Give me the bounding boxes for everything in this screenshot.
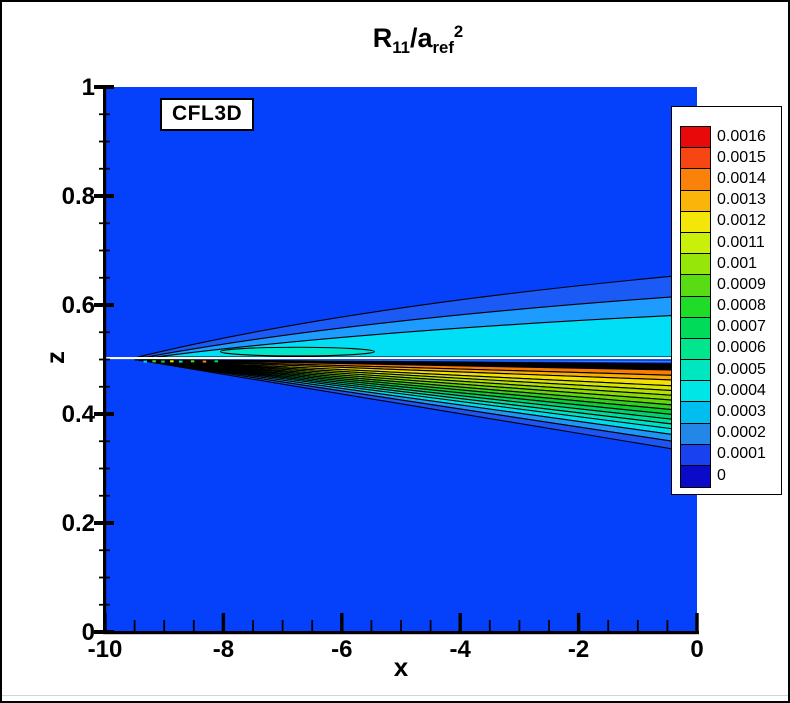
svg-text:0.8: 0.8 [62,183,95,210]
legend-swatch [681,338,710,361]
svg-text:0: 0 [690,636,703,663]
legend-entry-label: 0.0004 [717,381,766,399]
axis-lines [103,87,699,635]
legend-swatch [681,169,710,191]
svg-text:-6: -6 [331,636,352,663]
legend-entry-label: 0.0011 [717,233,765,251]
svg-text:-10: -10 [88,636,123,663]
svg-text:-2: -2 [568,636,589,663]
legend-entry-label: 0.0005 [717,360,766,378]
svg-text:0.2: 0.2 [62,510,95,537]
legend-entry-label: 0.0001 [717,445,766,463]
legend-swatch [681,211,710,233]
annotation-box: CFL3D [160,98,255,131]
legend-swatch [681,190,710,212]
legend-swatch [681,232,710,255]
legend-swatch [681,275,710,297]
legend-entry-label: 0.0006 [717,339,766,357]
window-bottom-divider [2,695,788,696]
y-axis-ticks [94,85,114,634]
legend-entry-label: 0.0016 [717,127,766,145]
inner-contour-ellipse [219,346,375,357]
contour-legend: 0.0016 0.0015 0.0014 0.0013 0.0012 0.0011 0.00… [671,106,782,495]
legend-swatch [681,381,710,403]
x-axis-title: x [393,652,409,682]
svg-text:1: 1 [82,74,95,101]
legend-entry-label: 0.0014 [717,169,766,187]
chart-title: R11/aref2 [372,22,464,57]
legend-swatch [681,127,710,149]
legend-swatch-column [680,126,711,489]
svg-text:-4: -4 [450,636,472,663]
svg-text:-8: -8 [213,636,234,663]
upper-lobe-bands [137,273,698,358]
plate-line [105,357,697,360]
svg-text:0.4: 0.4 [62,401,96,428]
svg-text:0: 0 [82,619,95,646]
x-axis-ticks [103,613,699,632]
legend-swatch [681,423,710,445]
legend-entry-label: 0.0008 [717,297,766,315]
legend-entry-label: 0.0003 [717,403,766,421]
legend-swatch [681,466,710,488]
legend-entry-label: 0.0015 [717,148,766,166]
legend-entry-label: 0.0009 [717,275,766,293]
legend-swatch [681,148,710,170]
legend-entry-label: 0.001 [717,254,758,272]
y-axis-title: z [40,351,70,364]
legend-swatch [681,444,710,466]
annotation-label: CFL3D [172,102,243,125]
tip-speckles [143,360,219,363]
lower-fan-bands [134,358,698,454]
legend-entry-label: 0 [717,466,726,484]
legend-entry-label: 0.0012 [717,212,766,230]
legend-entry-label: 0.0013 [717,191,766,209]
legend-swatch [681,402,710,424]
y-tick-labels: 0 0.2 0.4 0.6 0.8 1 [62,74,96,646]
legend-entry-label: 0.0007 [717,318,766,336]
legend-swatch [681,296,710,318]
svg-text:0.6: 0.6 [62,292,95,319]
legend-swatch [681,317,710,339]
x-tick-labels: -10 -8 -6 -4 -2 0 [88,636,704,663]
legend-entry-label: 0.0002 [717,424,766,442]
legend-swatch [681,360,710,382]
legend-label-column: 0.0016 0.0015 0.0014 0.0013 0.0012 0.0011 0.00… [717,126,766,486]
legend-swatch [681,254,710,276]
